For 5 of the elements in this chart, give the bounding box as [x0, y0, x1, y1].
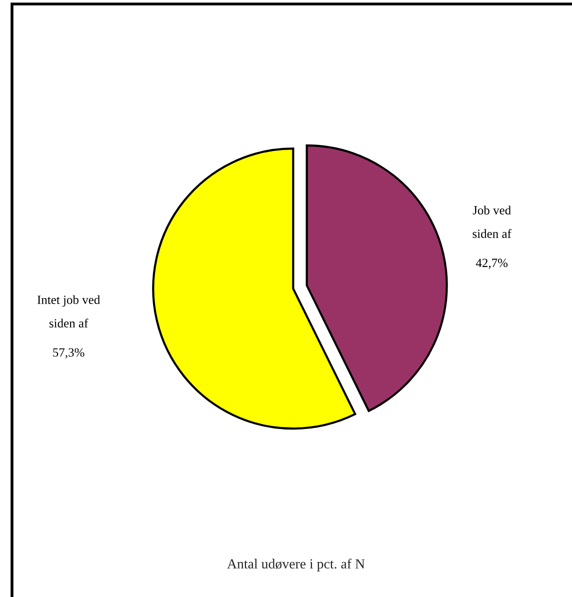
- data-label: 42,7%: [476, 258, 508, 269]
- text: Antal udøvere i pct. af N: [227, 558, 365, 572]
- data-label: 57,3%: [53, 348, 84, 358]
- slice-label: Intet job ved siden af: [37, 295, 100, 328]
- slice-label: Job ved siden af: [472, 206, 512, 238]
